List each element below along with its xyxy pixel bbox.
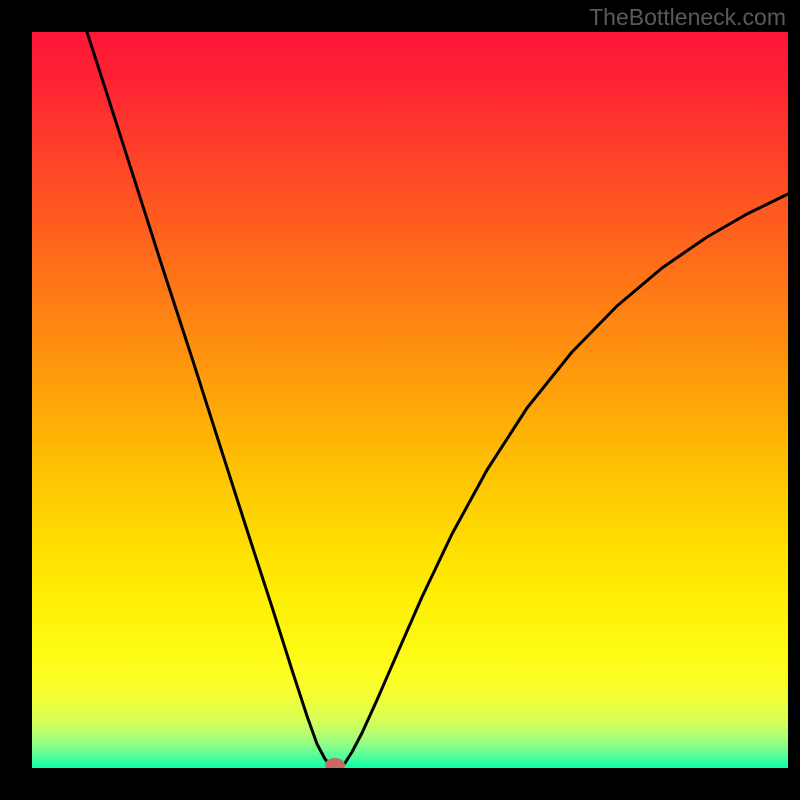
border-bottom (0, 768, 800, 800)
border-left (0, 0, 32, 800)
plot-area (32, 32, 788, 768)
curve-layer (32, 32, 788, 768)
chart-frame: TheBottleneck.com (0, 0, 800, 800)
min-marker (325, 758, 345, 768)
watermark-text: TheBottleneck.com (589, 4, 786, 31)
border-right (788, 0, 800, 800)
curve-right-branch (340, 194, 788, 768)
curve-left-branch (87, 32, 334, 768)
